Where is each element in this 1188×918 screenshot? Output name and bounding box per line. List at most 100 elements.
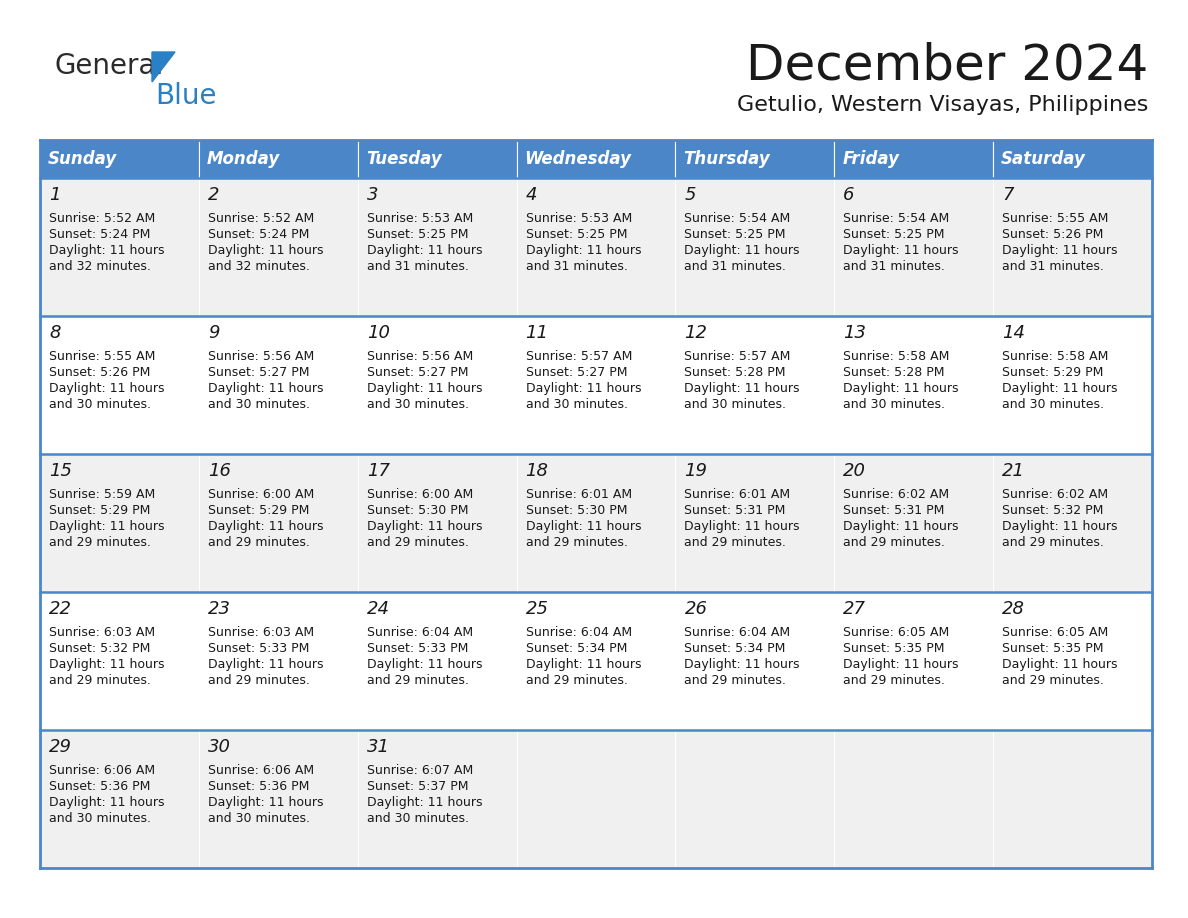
Bar [517, 730, 676, 868]
Text: Daylight: 11 hours: Daylight: 11 hours [208, 796, 323, 809]
Text: 8: 8 [49, 324, 61, 342]
Text: 27: 27 [843, 600, 866, 618]
Text: and 29 minutes.: and 29 minutes. [1003, 674, 1104, 687]
Text: 1: 1 [49, 186, 61, 204]
Text: and 31 minutes.: and 31 minutes. [367, 260, 468, 273]
Text: and 29 minutes.: and 29 minutes. [49, 674, 151, 687]
Text: Sunset: 5:30 PM: Sunset: 5:30 PM [525, 504, 627, 517]
Text: Sunset: 5:32 PM: Sunset: 5:32 PM [49, 642, 151, 655]
Text: 18: 18 [525, 462, 549, 480]
Text: 15: 15 [49, 462, 72, 480]
Text: Daylight: 11 hours: Daylight: 11 hours [49, 520, 164, 533]
Text: and 29 minutes.: and 29 minutes. [1003, 536, 1104, 549]
Text: Sunset: 5:36 PM: Sunset: 5:36 PM [49, 780, 151, 793]
Text: Daylight: 11 hours: Daylight: 11 hours [367, 382, 482, 395]
Text: Sunrise: 6:02 AM: Sunrise: 6:02 AM [1003, 488, 1108, 501]
Text: Sunrise: 5:54 AM: Sunrise: 5:54 AM [843, 212, 949, 225]
Text: Sunrise: 5:52 AM: Sunrise: 5:52 AM [49, 212, 156, 225]
Bar [993, 140, 1152, 178]
Bar [517, 454, 676, 592]
Bar [676, 178, 834, 316]
Text: and 30 minutes.: and 30 minutes. [684, 398, 786, 411]
Text: and 30 minutes.: and 30 minutes. [367, 812, 469, 825]
Text: Daylight: 11 hours: Daylight: 11 hours [684, 244, 800, 257]
Text: Sunrise: 5:54 AM: Sunrise: 5:54 AM [684, 212, 791, 225]
Text: Daylight: 11 hours: Daylight: 11 hours [684, 520, 800, 533]
Text: Sunrise: 5:53 AM: Sunrise: 5:53 AM [525, 212, 632, 225]
Text: Sunrise: 5:56 AM: Sunrise: 5:56 AM [208, 350, 314, 363]
Text: Sunrise: 6:07 AM: Sunrise: 6:07 AM [367, 764, 473, 777]
Bar [517, 140, 676, 178]
Text: Sunrise: 6:05 AM: Sunrise: 6:05 AM [1003, 626, 1108, 639]
Text: and 29 minutes.: and 29 minutes. [684, 674, 786, 687]
Text: Sunset: 5:29 PM: Sunset: 5:29 PM [208, 504, 309, 517]
Bar [358, 454, 517, 592]
Text: Sunset: 5:25 PM: Sunset: 5:25 PM [843, 228, 944, 241]
Text: Daylight: 11 hours: Daylight: 11 hours [1003, 244, 1118, 257]
Text: Sunrise: 5:59 AM: Sunrise: 5:59 AM [49, 488, 156, 501]
Text: Sunday: Sunday [48, 150, 118, 168]
Text: and 30 minutes.: and 30 minutes. [843, 398, 946, 411]
Bar [676, 730, 834, 868]
Text: Sunset: 5:27 PM: Sunset: 5:27 PM [367, 366, 468, 379]
Text: Sunset: 5:24 PM: Sunset: 5:24 PM [208, 228, 309, 241]
Text: 22: 22 [49, 600, 72, 618]
Text: and 29 minutes.: and 29 minutes. [208, 674, 310, 687]
Bar [834, 140, 993, 178]
Text: and 29 minutes.: and 29 minutes. [49, 536, 151, 549]
Text: and 31 minutes.: and 31 minutes. [843, 260, 946, 273]
Text: 5: 5 [684, 186, 696, 204]
Text: 16: 16 [208, 462, 230, 480]
Bar [40, 140, 198, 178]
Text: Sunset: 5:26 PM: Sunset: 5:26 PM [49, 366, 151, 379]
Text: Friday: Friday [842, 150, 899, 168]
Text: Daylight: 11 hours: Daylight: 11 hours [49, 658, 164, 671]
Text: 3: 3 [367, 186, 378, 204]
Text: and 29 minutes.: and 29 minutes. [684, 536, 786, 549]
Bar [676, 454, 834, 592]
Text: Tuesday: Tuesday [366, 150, 442, 168]
Text: Daylight: 11 hours: Daylight: 11 hours [367, 658, 482, 671]
Text: Sunset: 5:34 PM: Sunset: 5:34 PM [684, 642, 785, 655]
Text: 9: 9 [208, 324, 220, 342]
Text: Wednesday: Wednesday [525, 150, 632, 168]
Text: and 30 minutes.: and 30 minutes. [49, 398, 151, 411]
Bar [198, 316, 358, 454]
Text: Sunset: 5:25 PM: Sunset: 5:25 PM [367, 228, 468, 241]
Bar [198, 592, 358, 730]
Text: Daylight: 11 hours: Daylight: 11 hours [684, 382, 800, 395]
Text: Daylight: 11 hours: Daylight: 11 hours [843, 520, 959, 533]
Text: 26: 26 [684, 600, 707, 618]
Bar [40, 454, 198, 592]
Text: Sunrise: 6:06 AM: Sunrise: 6:06 AM [208, 764, 314, 777]
Text: 2: 2 [208, 186, 220, 204]
Text: Sunset: 5:27 PM: Sunset: 5:27 PM [208, 366, 309, 379]
Text: 24: 24 [367, 600, 390, 618]
Bar [517, 316, 676, 454]
Text: Sunset: 5:33 PM: Sunset: 5:33 PM [367, 642, 468, 655]
Text: Daylight: 11 hours: Daylight: 11 hours [367, 244, 482, 257]
Bar [358, 316, 517, 454]
Text: and 31 minutes.: and 31 minutes. [684, 260, 786, 273]
Text: Sunset: 5:37 PM: Sunset: 5:37 PM [367, 780, 468, 793]
Text: Sunrise: 6:02 AM: Sunrise: 6:02 AM [843, 488, 949, 501]
Polygon shape [152, 52, 175, 82]
Bar [40, 178, 198, 316]
Bar [834, 316, 993, 454]
Text: Sunset: 5:25 PM: Sunset: 5:25 PM [684, 228, 786, 241]
Text: Sunrise: 5:57 AM: Sunrise: 5:57 AM [525, 350, 632, 363]
Text: Daylight: 11 hours: Daylight: 11 hours [525, 382, 642, 395]
Text: Sunset: 5:27 PM: Sunset: 5:27 PM [525, 366, 627, 379]
Text: 6: 6 [843, 186, 855, 204]
Bar [993, 730, 1152, 868]
Text: 28: 28 [1003, 600, 1025, 618]
Text: Sunrise: 5:58 AM: Sunrise: 5:58 AM [1003, 350, 1108, 363]
Text: Sunset: 5:28 PM: Sunset: 5:28 PM [843, 366, 944, 379]
Text: Sunrise: 6:00 AM: Sunrise: 6:00 AM [208, 488, 314, 501]
Bar [198, 454, 358, 592]
Text: Daylight: 11 hours: Daylight: 11 hours [208, 520, 323, 533]
Text: and 29 minutes.: and 29 minutes. [208, 536, 310, 549]
Text: Daylight: 11 hours: Daylight: 11 hours [525, 658, 642, 671]
Text: Sunset: 5:26 PM: Sunset: 5:26 PM [1003, 228, 1104, 241]
Text: Daylight: 11 hours: Daylight: 11 hours [208, 658, 323, 671]
